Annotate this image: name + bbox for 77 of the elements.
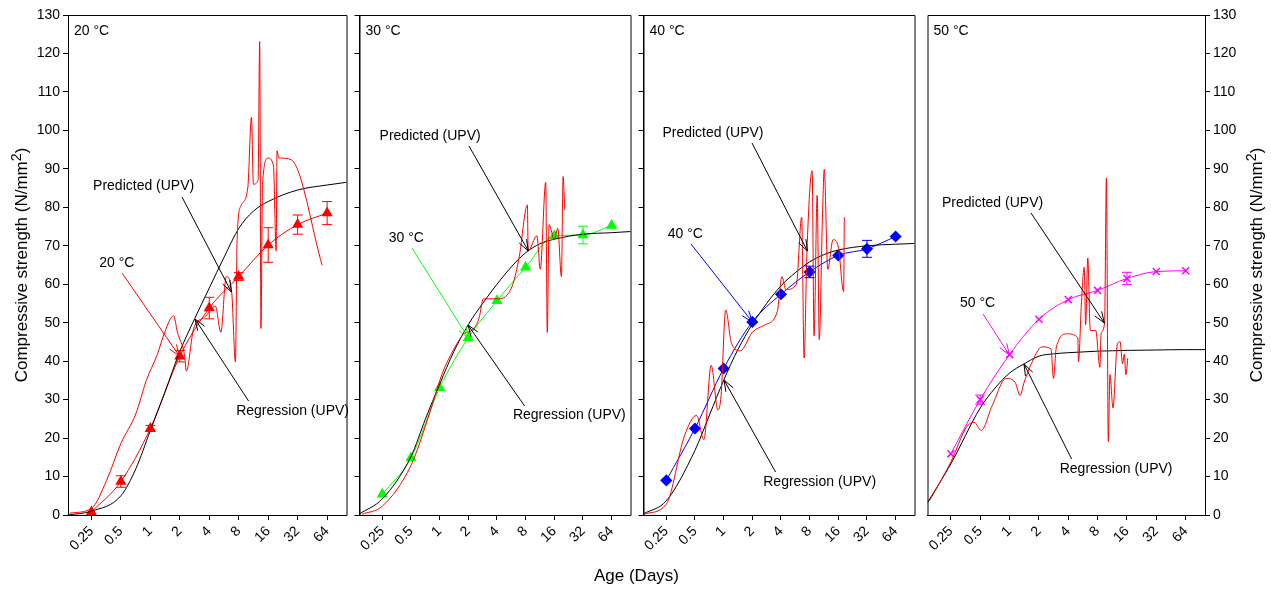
annotation: Regression (UPV) bbox=[1059, 459, 1173, 476]
text: 20 °C bbox=[74, 22, 110, 38]
x-tick-label: 16 bbox=[1109, 522, 1132, 545]
x-tick-label: 16 bbox=[820, 522, 844, 545]
y-tick-label: 20 bbox=[1213, 428, 1229, 445]
y-tick-label: 40 bbox=[44, 352, 61, 369]
annotation: Predicted (UPV) bbox=[942, 193, 1044, 210]
annotation: Regression (UPV) bbox=[236, 401, 349, 418]
x-tick-label: 8 bbox=[226, 522, 244, 540]
annotation: Predicted (UPV) bbox=[93, 177, 195, 194]
y-tick-label: 90 bbox=[1213, 159, 1229, 176]
y-tick-label: 0 bbox=[1213, 505, 1221, 522]
y-tick-label: 40 bbox=[1213, 352, 1229, 369]
text: 40 °C bbox=[667, 224, 703, 241]
y-tick-label: 50 bbox=[44, 313, 61, 330]
x-tick-label: 32 bbox=[849, 522, 872, 545]
x-tick-label: 4 bbox=[1056, 522, 1074, 540]
y-tick-label: 10 bbox=[44, 467, 61, 484]
x-tick-label: 64 bbox=[1168, 522, 1191, 545]
x-tick-label: 64 bbox=[309, 522, 333, 545]
y-tick-label: 130 bbox=[1213, 5, 1237, 22]
x-tick-label: 32 bbox=[1138, 522, 1162, 545]
y-tick-label: 20 bbox=[44, 428, 61, 445]
x-tick-label: 0.5 bbox=[100, 522, 126, 548]
y-tick-label: 30 bbox=[44, 390, 61, 407]
annotation: Predicted (UPV) bbox=[662, 123, 764, 140]
x-tick-label: 0.5 bbox=[674, 522, 700, 548]
x-tick-label: 16 bbox=[250, 522, 274, 545]
y-tick-label: 60 bbox=[1213, 275, 1229, 292]
y-tick-label: 50 bbox=[1213, 313, 1229, 330]
x-tick-label: 8 bbox=[513, 522, 531, 540]
y-tick-label: 60 bbox=[44, 275, 61, 292]
x-axis-title: Age (Days) bbox=[593, 566, 680, 586]
annotation: Regression (UPV) bbox=[512, 406, 626, 423]
text: 30 °C bbox=[388, 228, 424, 245]
x-tick-label: 2 bbox=[740, 522, 758, 540]
x-tick-label: 1 bbox=[711, 522, 729, 540]
text: 20 °C bbox=[99, 254, 135, 271]
y-tick-label: 110 bbox=[1213, 82, 1236, 99]
x-tick-label: 2 bbox=[456, 522, 474, 540]
x-tick-label: 16 bbox=[536, 522, 560, 545]
text: 50 °C bbox=[933, 22, 969, 38]
x-tick-label: 0.5 bbox=[390, 522, 416, 548]
text: 40 °C bbox=[649, 22, 685, 38]
y-tick-label: 80 bbox=[44, 198, 61, 215]
x-tick-label: 1 bbox=[427, 522, 445, 540]
x-tick-label: 1 bbox=[997, 522, 1015, 540]
y-tick-label: 0 bbox=[52, 505, 61, 522]
y-tick-label: 120 bbox=[36, 44, 61, 61]
y-tick-label: 70 bbox=[1213, 236, 1229, 253]
annotation: Predicted (UPV) bbox=[379, 126, 481, 143]
x-tick-label: 4 bbox=[769, 522, 786, 540]
y-tick-label: 110 bbox=[37, 82, 61, 99]
text: 50 °C bbox=[959, 294, 996, 311]
y-tick-label: 120 bbox=[1213, 44, 1237, 61]
x-tick-label: 32 bbox=[280, 522, 303, 545]
annotation: Regression (UPV) bbox=[763, 473, 877, 490]
x-tick-label: 4 bbox=[485, 522, 502, 540]
x-tick-label: 2 bbox=[167, 522, 185, 540]
x-tick-label: 1 bbox=[138, 522, 156, 540]
x-tick-label: 8 bbox=[797, 522, 815, 540]
y-tick-label: 80 bbox=[1213, 198, 1229, 215]
y-tick-label: 90 bbox=[44, 159, 61, 176]
x-tick-label: 32 bbox=[565, 522, 588, 545]
x-tick-label: 0.5 bbox=[959, 522, 986, 548]
y-tick-label: 30 bbox=[1213, 390, 1229, 407]
y-tick-label: 10 bbox=[1213, 467, 1229, 484]
y-tick-label: 130 bbox=[36, 5, 61, 22]
x-tick-label: 2 bbox=[1026, 522, 1044, 540]
y-tick-label: 100 bbox=[1213, 121, 1237, 138]
text: 30 °C bbox=[365, 22, 401, 38]
x-tick-label: 64 bbox=[594, 522, 617, 545]
x-tick-label: 4 bbox=[197, 522, 215, 540]
y-tick-label: 70 bbox=[44, 236, 61, 253]
x-tick-label: 64 bbox=[878, 522, 901, 545]
x-tick-label: 8 bbox=[1085, 522, 1103, 540]
y-tick-label: 100 bbox=[36, 121, 61, 138]
